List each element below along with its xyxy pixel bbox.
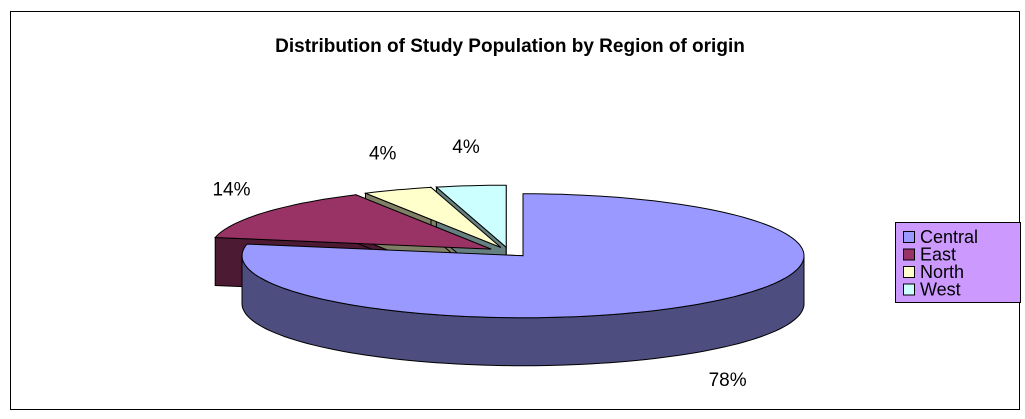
legend-label: West [920, 279, 961, 299]
legend-swatch [903, 266, 915, 278]
legend-swatch [903, 248, 915, 261]
legend-swatch [903, 231, 915, 243]
slice [214, 194, 492, 250]
slice [241, 193, 805, 319]
legend-label: North [920, 262, 964, 282]
slice [435, 184, 507, 249]
chart-title: Distribution of Study Population by Regi… [275, 36, 745, 57]
legend-box [895, 222, 1021, 303]
legend-label: Central [920, 227, 978, 247]
pie [214, 184, 805, 367]
legend-swatch [903, 283, 915, 296]
data-label: 78% [709, 370, 747, 391]
legend-label: East [920, 244, 956, 264]
slice [363, 186, 502, 248]
data-label: 4% [369, 144, 397, 165]
data-label: 4% [452, 137, 480, 158]
data-label: 14% [212, 179, 250, 200]
